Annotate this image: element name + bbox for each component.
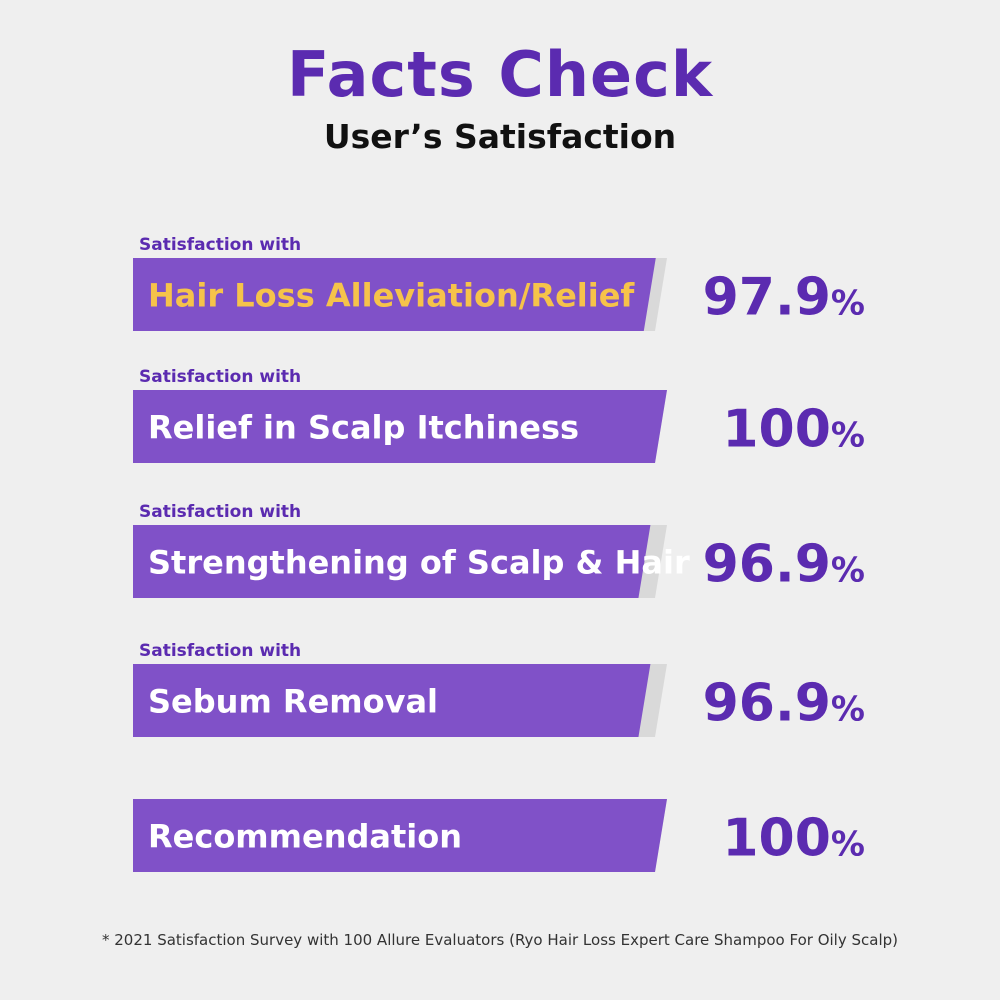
bar-value-label: 100% <box>722 809 865 869</box>
value-number: 97.9 <box>703 268 831 328</box>
value-unit: % <box>831 284 865 324</box>
value-unit: % <box>831 551 865 591</box>
bar-value-label: 100% <box>722 400 865 460</box>
bar <box>133 664 651 737</box>
value-unit: % <box>831 416 865 456</box>
value-unit: % <box>831 690 865 730</box>
bar-value-label: 96.9% <box>703 535 865 595</box>
bar-label: Relief in Scalp Itchiness <box>148 409 579 447</box>
bar-prefix-label: Satisfaction with <box>139 502 301 522</box>
bar <box>133 799 667 872</box>
bar-value-label: 97.9% <box>703 268 865 328</box>
value-number: 100 <box>722 400 831 460</box>
value-number: 100 <box>722 809 831 869</box>
bar <box>133 258 656 331</box>
value-number: 96.9 <box>703 674 831 734</box>
value-number: 96.9 <box>703 535 831 595</box>
bar-label: Hair Loss Alleviation/Relief <box>148 277 635 315</box>
bar-value-label: 96.9% <box>703 674 865 734</box>
bar-label: Strengthening of Scalp & Hair <box>148 544 690 582</box>
bar <box>133 390 667 463</box>
footnote: * 2021 Satisfaction Survey with 100 Allu… <box>101 931 898 949</box>
value-unit: % <box>831 825 865 865</box>
bar-label: Sebum Removal <box>148 683 438 721</box>
bar-prefix-label: Satisfaction with <box>139 235 301 255</box>
bar-label: Recommendation <box>148 818 462 856</box>
bar-prefix-label: Satisfaction with <box>139 367 301 387</box>
page-subtitle: User’s Satisfaction <box>323 117 677 156</box>
bar-prefix-label: Satisfaction with <box>139 641 301 661</box>
bar <box>133 525 651 598</box>
page-title: Facts Check <box>286 38 714 111</box>
